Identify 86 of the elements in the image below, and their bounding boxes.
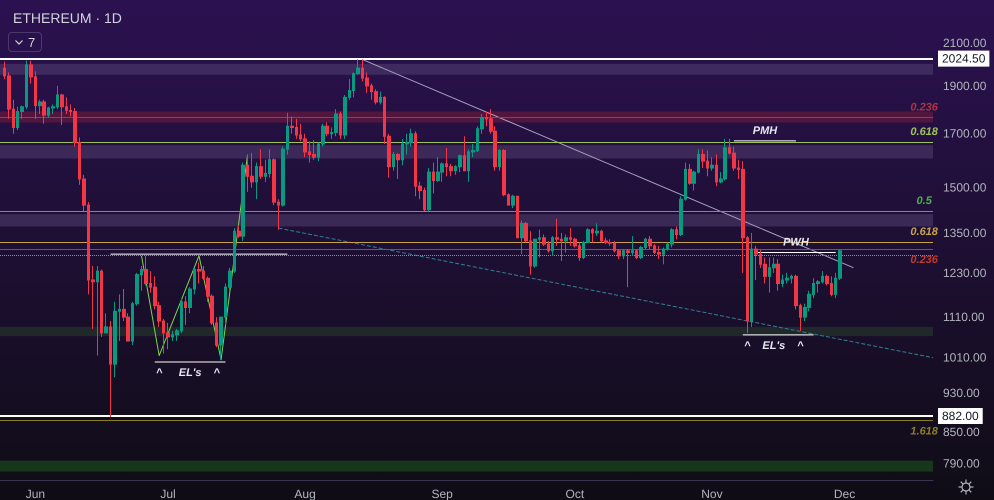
candlestick [379,91,382,105]
candlestick [635,248,638,260]
y-tick-label: 790.00 [943,456,980,470]
candlestick [104,312,108,334]
candlestick [520,220,524,255]
candlestick [591,228,594,244]
candlestick [776,258,780,292]
x-tick-label: Nov [701,487,723,500]
annotation: 0.236 [910,254,939,266]
candlestick [325,122,329,137]
candlestick [516,196,519,238]
candlestick [458,154,462,173]
candlestick [396,152,400,180]
candlestick [334,108,338,137]
candlestick [312,140,316,160]
candlestick [60,93,64,126]
candlestick [463,136,466,172]
candlestick [250,152,254,188]
candlestick [750,232,753,328]
candlestick [626,248,630,288]
candlestick [197,262,201,284]
candlestick [622,248,625,260]
candlestick [715,154,718,187]
candlestick [670,228,674,248]
y-tick-label: 1010.00 [943,350,987,365]
candlestick [42,99,46,124]
candlestick [675,226,678,240]
y-tick-label: 1500.00 [943,180,987,195]
candlestick [688,163,692,186]
text: ETHEREUM · 1D [13,10,122,26]
candlestick [427,167,431,212]
candlestick [436,156,440,182]
annotation: EL's [178,366,202,379]
annotation: 0.5 [916,195,933,208]
candlestick [339,111,342,140]
y-tick-label: 1230.00 [943,266,987,280]
candlestick [498,148,501,172]
y-tick-label: 1700.00 [943,126,987,141]
candlestick [255,162,258,200]
annotation: ^ [156,366,163,379]
x-tick-label: Jun [26,487,46,500]
candlestick [551,236,554,256]
candlestick [631,236,634,256]
candlestick [662,246,665,265]
annotation: EL's [762,340,786,352]
candlestick [392,151,395,172]
annotation: 1.618 [910,425,939,438]
candlestick [268,148,271,178]
annotation: ^ [797,340,804,352]
annotation: 7 [28,34,36,50]
candlestick [100,268,103,338]
candlestick [595,222,599,237]
annotation: 0.618 [910,126,939,138]
annotation: PMH [752,124,778,137]
candlestick [184,296,187,326]
annotation: 0.618 [910,226,939,238]
x-tick-label: Oct [566,487,585,500]
candlestick [237,224,241,238]
y-tick-label: 850.00 [943,424,980,439]
y-tick-label: 930.00 [943,386,980,400]
candlestick [648,236,652,250]
candlestick [710,156,714,172]
y-tick-label: 1110.00 [943,310,985,324]
annotation: ^ [744,340,752,352]
candlestick [109,320,112,418]
candlestick [241,162,245,242]
ref-line-label: 2024.50 [942,52,986,66]
candlestick [259,148,263,180]
candlestick [723,138,727,181]
x-tick-label: Jul [160,487,176,500]
y-tick-label: 2100.00 [943,36,987,50]
candlestick [96,265,99,356]
candlestick [657,245,661,260]
y-tick-label: 1900.00 [943,78,987,93]
x-tick-label: Dec [834,487,856,500]
annotation: ^ [213,366,220,379]
candlestick [38,99,42,114]
annotation: 0.236 [910,102,939,114]
y-tick-label: 1350.00 [943,226,987,240]
ref-line-label: 882.00 [942,408,980,423]
candlestick [166,322,170,350]
candlestick [432,162,435,194]
candlestick [785,272,789,284]
candlestick [754,245,758,280]
candlestick [564,234,568,253]
candlestick [511,194,515,209]
